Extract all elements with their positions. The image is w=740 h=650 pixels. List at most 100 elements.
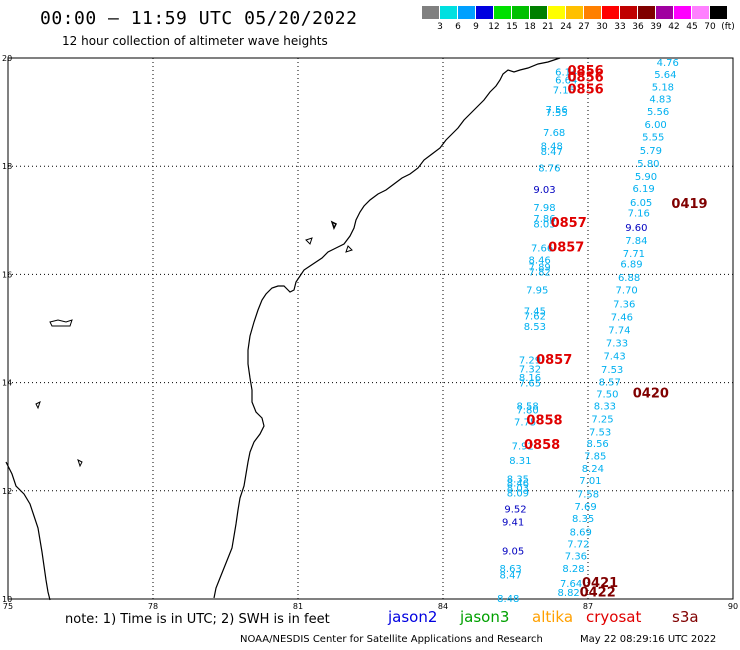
scale-label: 6 [455, 22, 461, 32]
wave-height-label: 5.79 [640, 146, 662, 157]
scale-label: 21 [542, 22, 554, 32]
wave-height-label: 9.52 [504, 505, 526, 516]
color-scale-labels: 3 6 9 12 15 18 21 24 27 30 33 36 39 42 45 70 (ft) [422, 22, 740, 34]
wave-height-label: 8.46 [529, 255, 551, 266]
scale-swatch [440, 6, 458, 19]
pass-time-label: 0420 [633, 386, 669, 401]
wave-height-label: 7.70 [616, 286, 638, 297]
wave-height-label: 7.98 [533, 203, 555, 214]
scale-swatch [548, 6, 566, 19]
wave-height-label: 9.03 [533, 185, 555, 196]
pass-time-label: 0858 [526, 413, 562, 428]
lon-label: 90 [728, 602, 738, 611]
legend-altika: altika [532, 608, 574, 626]
lon-label: 75 [3, 602, 13, 611]
legend-cryosat: cryosat [586, 608, 642, 626]
scale-label: (ft) [721, 22, 735, 32]
wave-height-label: 9.41 [502, 518, 524, 529]
island-4 [35, 401, 41, 410]
wave-height-label: 7.53 [589, 427, 611, 438]
wave-height-label: 8.03 [507, 484, 529, 495]
scale-label: 9 [473, 22, 479, 32]
wave-height-label: 7.92 [512, 441, 534, 452]
wave-height-label: 7.66 [531, 243, 553, 254]
scale-swatch [530, 6, 548, 19]
track-labels: 4.765.64 5.184.835.56 6.005.55 5.79 5.80 5.90… [497, 58, 707, 605]
lon-label: 84 [438, 602, 448, 611]
wave-height-label: 8.05 [533, 220, 555, 231]
scale-label: 42 [668, 22, 680, 32]
wave-height-label: 5.56 [647, 107, 669, 118]
scale-swatch [656, 6, 674, 19]
wave-height-label: 7.55 [545, 108, 567, 119]
wave-height-label: 7.56 [545, 105, 567, 116]
wave-height-label: 7.74 [608, 326, 630, 337]
wave-height-label: 7.53 [601, 365, 623, 376]
wave-height-label: 7.75 [514, 418, 536, 429]
pass-time-label: 0419 [671, 197, 707, 212]
wave-height-label: 7.80 [516, 406, 538, 417]
wave-height-label: 7.69 [574, 502, 596, 513]
page-title: 00:00 – 11:59 UTC 05/20/2022 [40, 8, 358, 29]
scale-swatch [710, 6, 728, 19]
wave-height-label: 8.47 [500, 571, 522, 582]
island-1 [49, 319, 73, 327]
wave-height-label: 7.58 [577, 490, 599, 501]
wave-height-label: 7.85 [584, 452, 606, 463]
coastline [5, 57, 561, 601]
wave-height-label: 8.35 [572, 514, 594, 525]
scale-label: 30 [596, 22, 608, 32]
wave-height-label: 6.19 [632, 184, 654, 195]
pass-time-label: 0856 [567, 82, 603, 97]
wave-height-label: 7.84 [625, 236, 647, 247]
wave-height-label: 8.48 [497, 594, 519, 605]
wave-height-label: 8.53 [524, 322, 546, 333]
lon-label: 87 [583, 602, 593, 611]
wave-height-label: 7.01 [579, 476, 601, 487]
wave-height-label: 7.45 [524, 307, 546, 318]
legend-jason3: jason3 [460, 608, 510, 626]
wave-height-label: 6.14 [555, 68, 577, 79]
scale-label: 70 [704, 22, 716, 32]
scale-swatch [566, 6, 584, 19]
pass-time-label: 0858 [524, 438, 560, 453]
island-6 [345, 245, 353, 253]
credit-text: NOAA/NESDIS Center for Satellite Applica… [240, 634, 543, 645]
wave-height-label: 7.82 [529, 268, 551, 279]
wave-height-label: 8.57 [599, 378, 621, 389]
wave-height-label: 5.55 [642, 132, 664, 143]
wave-height-label: 6.88 [618, 273, 640, 284]
lat-label: 12 [2, 487, 12, 496]
lat-label: 20 [2, 54, 12, 63]
footer-note: note: 1) Time is in UTC; 2) SWH is in fe… [65, 612, 330, 627]
wave-height-label: 7.33 [606, 339, 628, 350]
wave-height-label: 8.24 [582, 464, 604, 475]
lat-label: 10 [2, 595, 12, 604]
pass-time-label: 0857 [536, 353, 572, 368]
island-2 [330, 220, 338, 230]
wave-height-label: 7.65 [519, 379, 541, 390]
wave-height-label: 7.32 [519, 365, 541, 376]
wave-height-label: 7.86 [533, 214, 555, 225]
wave-height-label: 7.68 [543, 128, 565, 139]
lat-label: 14 [2, 379, 12, 388]
scale-swatch [602, 6, 620, 19]
scale-label: 15 [506, 22, 518, 32]
wave-height-label: 6.89 [620, 260, 642, 271]
wave-height-label: 7.50 [596, 389, 618, 400]
wave-height-label: 5.90 [635, 172, 657, 183]
legend-s3a: s3a [672, 608, 699, 626]
legend-jason2: jason2 [388, 608, 438, 626]
pass-time-label: 0857 [551, 216, 587, 231]
wave-height-label: 7.89 [529, 262, 551, 273]
wave-height-label: 8.58 [516, 401, 538, 412]
scale-swatch [422, 6, 440, 19]
scale-label: 39 [650, 22, 662, 32]
wave-height-label: 7.62 [524, 312, 546, 323]
scale-label: 18 [524, 22, 536, 32]
scale-swatch [620, 6, 638, 19]
scale-label: 27 [578, 22, 590, 32]
wave-height-label: 5.80 [637, 159, 659, 170]
